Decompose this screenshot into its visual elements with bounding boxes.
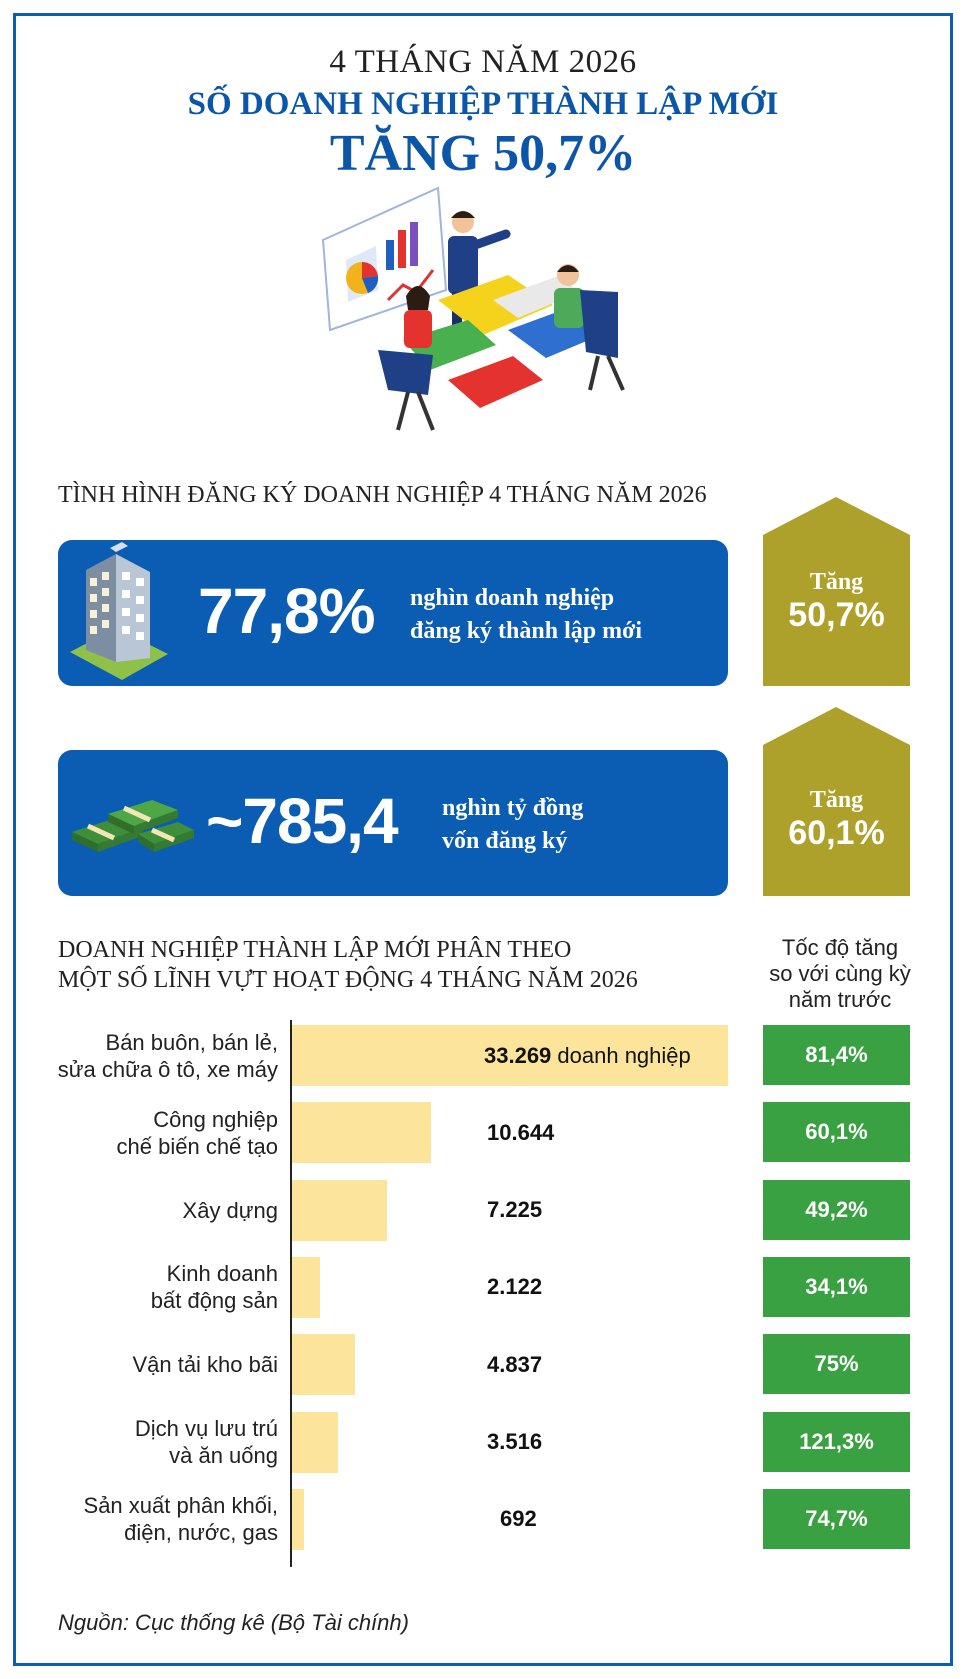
growth-badge: 74,7% — [763, 1488, 910, 1549]
growth-label: Tăng — [809, 569, 864, 595]
bar-value-label: 33.269 doanh nghiệp — [484, 1042, 691, 1068]
stat-box-new-enterprises: 77,8% nghìn doanh nghiệp đăng ký thành l… — [58, 540, 728, 686]
category-label: Xây dựng — [40, 1197, 278, 1224]
chart-bar — [292, 1334, 355, 1396]
section-sector-title-line: MỘT SỐ LĨNH VỰT HOẠT ĐỘNG 4 THÁNG NĂM 20… — [58, 967, 638, 993]
header-headline: TĂNG 50,7% — [329, 125, 637, 182]
infographic-frame — [13, 13, 953, 1666]
source-note: Nguồn: Cục thống kê (Bộ Tài chính) — [58, 1610, 409, 1635]
bar-value-label: 7.225 — [487, 1197, 543, 1223]
category-label-line: Công nghiệp — [153, 1106, 278, 1132]
stat-description-line: nghìn doanh nghiệp — [410, 585, 615, 611]
growth-arrow-capital: Tăng 60,1% — [763, 707, 910, 896]
bar-value-label: 10.644 — [487, 1119, 555, 1145]
growth-column-header-line: so với cùng kỳ — [769, 961, 911, 986]
stat-value: 77,8% — [198, 575, 375, 647]
bar-value-label: 4.837 — [487, 1351, 543, 1377]
growth-column-header: Tốc độ tăng so với cùng kỳ năm trước — [755, 935, 925, 1013]
chart-bar — [292, 1256, 320, 1318]
chart-bar — [292, 1179, 387, 1241]
header-period: 4 THÁNG NĂM 2026 — [329, 44, 637, 80]
growth-block: Tăng 60,1% — [763, 787, 910, 853]
chart-bar — [292, 1102, 431, 1164]
stat-description-line: đăng ký thành lập mới — [410, 618, 643, 644]
section-sector-title-line: DOANH NGHIỆP THÀNH LẬP MỚI PHÂN THEO — [58, 937, 572, 963]
growth-column-header-line: Tốc độ tăng — [781, 935, 899, 960]
category-label-line: Bán buôn, bán lẻ, — [105, 1029, 278, 1055]
money-stack-icon — [72, 800, 194, 852]
growth-label: Tăng — [809, 787, 864, 813]
growth-badge: 75% — [763, 1334, 910, 1395]
growth-arrow-enterprises: Tăng 50,7% — [763, 497, 910, 686]
stat-value: ~785,4 — [206, 785, 399, 857]
seated-man-figure — [554, 264, 625, 391]
stat-description-line: nghìn tỷ đồng — [442, 795, 584, 821]
up-arrow-icon — [763, 707, 910, 896]
chart-axis-line — [290, 1020, 292, 1567]
growth-badge: 60,1% — [763, 1102, 910, 1163]
growth-badge: 49,2% — [763, 1179, 910, 1240]
stat-description-line: vốn đăng ký — [442, 828, 568, 854]
stat-box-registered-capital: ~785,4 nghìn tỷ đồng vốn đăng ký — [58, 750, 728, 896]
chart-bar — [292, 1488, 304, 1550]
growth-value: 60,1% — [788, 814, 885, 852]
category-label-line: Dịch vụ lưu trú — [134, 1416, 278, 1441]
stat-description: nghìn tỷ đồng vốn đăng ký — [442, 792, 583, 858]
category-label: Công nghiệp chế biến chế tạo — [40, 1106, 278, 1160]
up-arrow-icon — [763, 497, 910, 686]
growth-badge: 34,1% — [763, 1256, 910, 1317]
category-label-line: và ăn uống — [169, 1443, 278, 1468]
category-label-line: Vận tải kho bãi — [132, 1352, 278, 1378]
section-registration-title: TÌNH HÌNH ĐĂNG KÝ DOANH NGHIỆP 4 THÁNG N… — [58, 482, 707, 508]
growth-column-header-line: năm trước — [788, 987, 892, 1012]
category-label-line: Xây dựng — [182, 1197, 278, 1223]
bar-value-label: 3.516 — [487, 1429, 543, 1454]
growth-badge: 81,4% — [763, 1025, 910, 1085]
category-label: Kinh doanh bất động sản — [40, 1260, 278, 1314]
category-label-line: chế biến chế tạo — [116, 1133, 278, 1159]
category-label: Dịch vụ lưu trú và ăn uống — [40, 1415, 278, 1469]
seated-woman-figure — [378, 286, 435, 431]
category-label: Sản xuất phân khối, điện, nước, gas — [40, 1492, 278, 1546]
category-label-line: Sản xuất phân khối, — [83, 1493, 278, 1519]
bar-value-label: 692 — [500, 1506, 537, 1532]
stat-description: nghìn doanh nghiệp đăng ký thành lập mới — [410, 582, 642, 648]
growth-value: 50,7% — [788, 596, 885, 634]
chart-bar — [292, 1025, 728, 1086]
category-label-line: bất động sản — [150, 1288, 278, 1314]
bar-value-label: 2.122 — [487, 1274, 543, 1300]
growth-badge: 121,3% — [763, 1411, 910, 1472]
growth-block: Tăng 50,7% — [763, 569, 910, 635]
section-sector-title: DOANH NGHIỆP THÀNH LẬP MỚI PHÂN THEO MỘT… — [58, 935, 638, 995]
category-label: Vận tải kho bãi — [40, 1351, 278, 1378]
category-label-line: Kinh doanh — [166, 1261, 278, 1287]
category-label-line: điện, nước, gas — [124, 1520, 278, 1546]
business-meeting-illustration — [321, 186, 625, 431]
chart-bar — [292, 1411, 338, 1473]
category-label: Bán buôn, bán lẻ, sửa chữa ô tô, xe máy — [40, 1029, 278, 1083]
header-subject: SỐ DOANH NGHIỆP THÀNH LẬP MỚI — [187, 86, 779, 122]
building-icon — [70, 542, 168, 680]
category-label-line: sửa chữa ô tô, xe máy — [57, 1056, 278, 1082]
